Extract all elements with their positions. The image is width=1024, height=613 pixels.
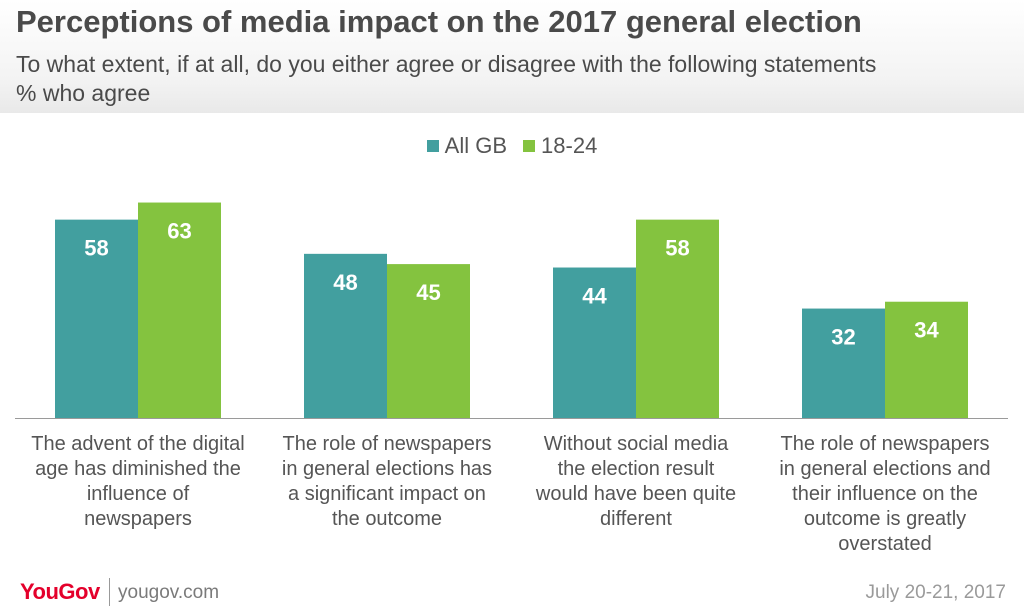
legend-label-all-gb: All GB (444, 133, 508, 158)
bar-all-gb-3 (553, 267, 636, 418)
bar-18-24-1 (138, 202, 221, 418)
category-label-2-line-4: the outcome (331, 508, 443, 530)
legend-item-all-gb: All GB (426, 133, 508, 159)
fieldwork-date: July 20-21, 2017 (865, 582, 1007, 603)
category-label-3-line-2: the election result (557, 458, 715, 480)
header-band: Perceptions of media impact on the 2017 … (0, 0, 1024, 113)
data-label-all-gb-1: 58 (84, 236, 108, 261)
category-label-2-line-3: a significant impact on (288, 483, 486, 505)
bar-18-24-4 (885, 301, 968, 418)
data-label-18-24-1: 63 (167, 219, 191, 244)
data-label-all-gb-4: 32 (831, 325, 855, 350)
category-label-1-line-1: The advent of the digital (31, 433, 245, 455)
category-label-3-line-1: Without social media (543, 433, 729, 455)
category-label-4-line-1: The role of newspapers (780, 433, 990, 455)
footer-divider (109, 578, 110, 606)
category-label-1: The advent of the digital age has diminis… (13, 432, 263, 532)
subtitle-unit: % who agree (16, 80, 151, 106)
legend: All GB 18-24 (0, 133, 1024, 159)
category-label-4: The role of newspapers in general electio… (760, 432, 1010, 557)
legend-swatch-all-gb (426, 140, 439, 152)
data-label-all-gb-3: 44 (582, 284, 607, 309)
category-label-2-line-2: in general elections has (281, 458, 493, 480)
chart-title: Perceptions of media impact on the 2017 … (16, 4, 862, 39)
category-label-4-line-2: in general elections and (779, 458, 991, 480)
yougov-logo: YouGov (20, 579, 100, 604)
category-label-1-line-4: newspapers (84, 508, 192, 530)
subtitle-question: To what extent, if at all, do you either… (16, 51, 877, 77)
data-label-18-24-3: 58 (665, 236, 689, 261)
footer-site-link[interactable]: yougov.com (118, 582, 220, 603)
category-label-1-line-2: age has diminished the (35, 458, 241, 480)
category-label-4-line-4: outcome is greatly (803, 508, 967, 530)
legend-label-18-24: 18-24 (541, 133, 598, 158)
category-label-4-line-3: their influence on the (792, 483, 978, 505)
bar-all-gb-2 (304, 253, 387, 418)
category-label-4-line-5: overstated (838, 533, 932, 555)
bar-18-24-3 (636, 219, 719, 418)
category-label-1-line-3: influence of (86, 483, 190, 505)
chart-subtitle: To what extent, if at all, do you either… (16, 50, 876, 108)
bar-all-gb-4 (802, 308, 885, 418)
bar-18-24-2 (387, 264, 470, 418)
category-label-3: Without social media the election result w… (511, 432, 761, 532)
legend-item-18-24: 18-24 (523, 133, 597, 159)
data-label-all-gb-2: 48 (333, 270, 357, 295)
category-label-3-line-3: would have been quite (535, 483, 737, 505)
data-label-18-24-4: 34 (914, 318, 939, 343)
data-label-18-24-2: 45 (416, 280, 440, 305)
bar-all-gb-1 (55, 219, 138, 418)
legend-swatch-18-24 (523, 140, 536, 152)
category-label-3-line-4: different (600, 508, 672, 530)
category-label-2-line-1: The role of newspapers (282, 433, 492, 455)
category-label-2: The role of newspapers in general electio… (262, 432, 512, 532)
